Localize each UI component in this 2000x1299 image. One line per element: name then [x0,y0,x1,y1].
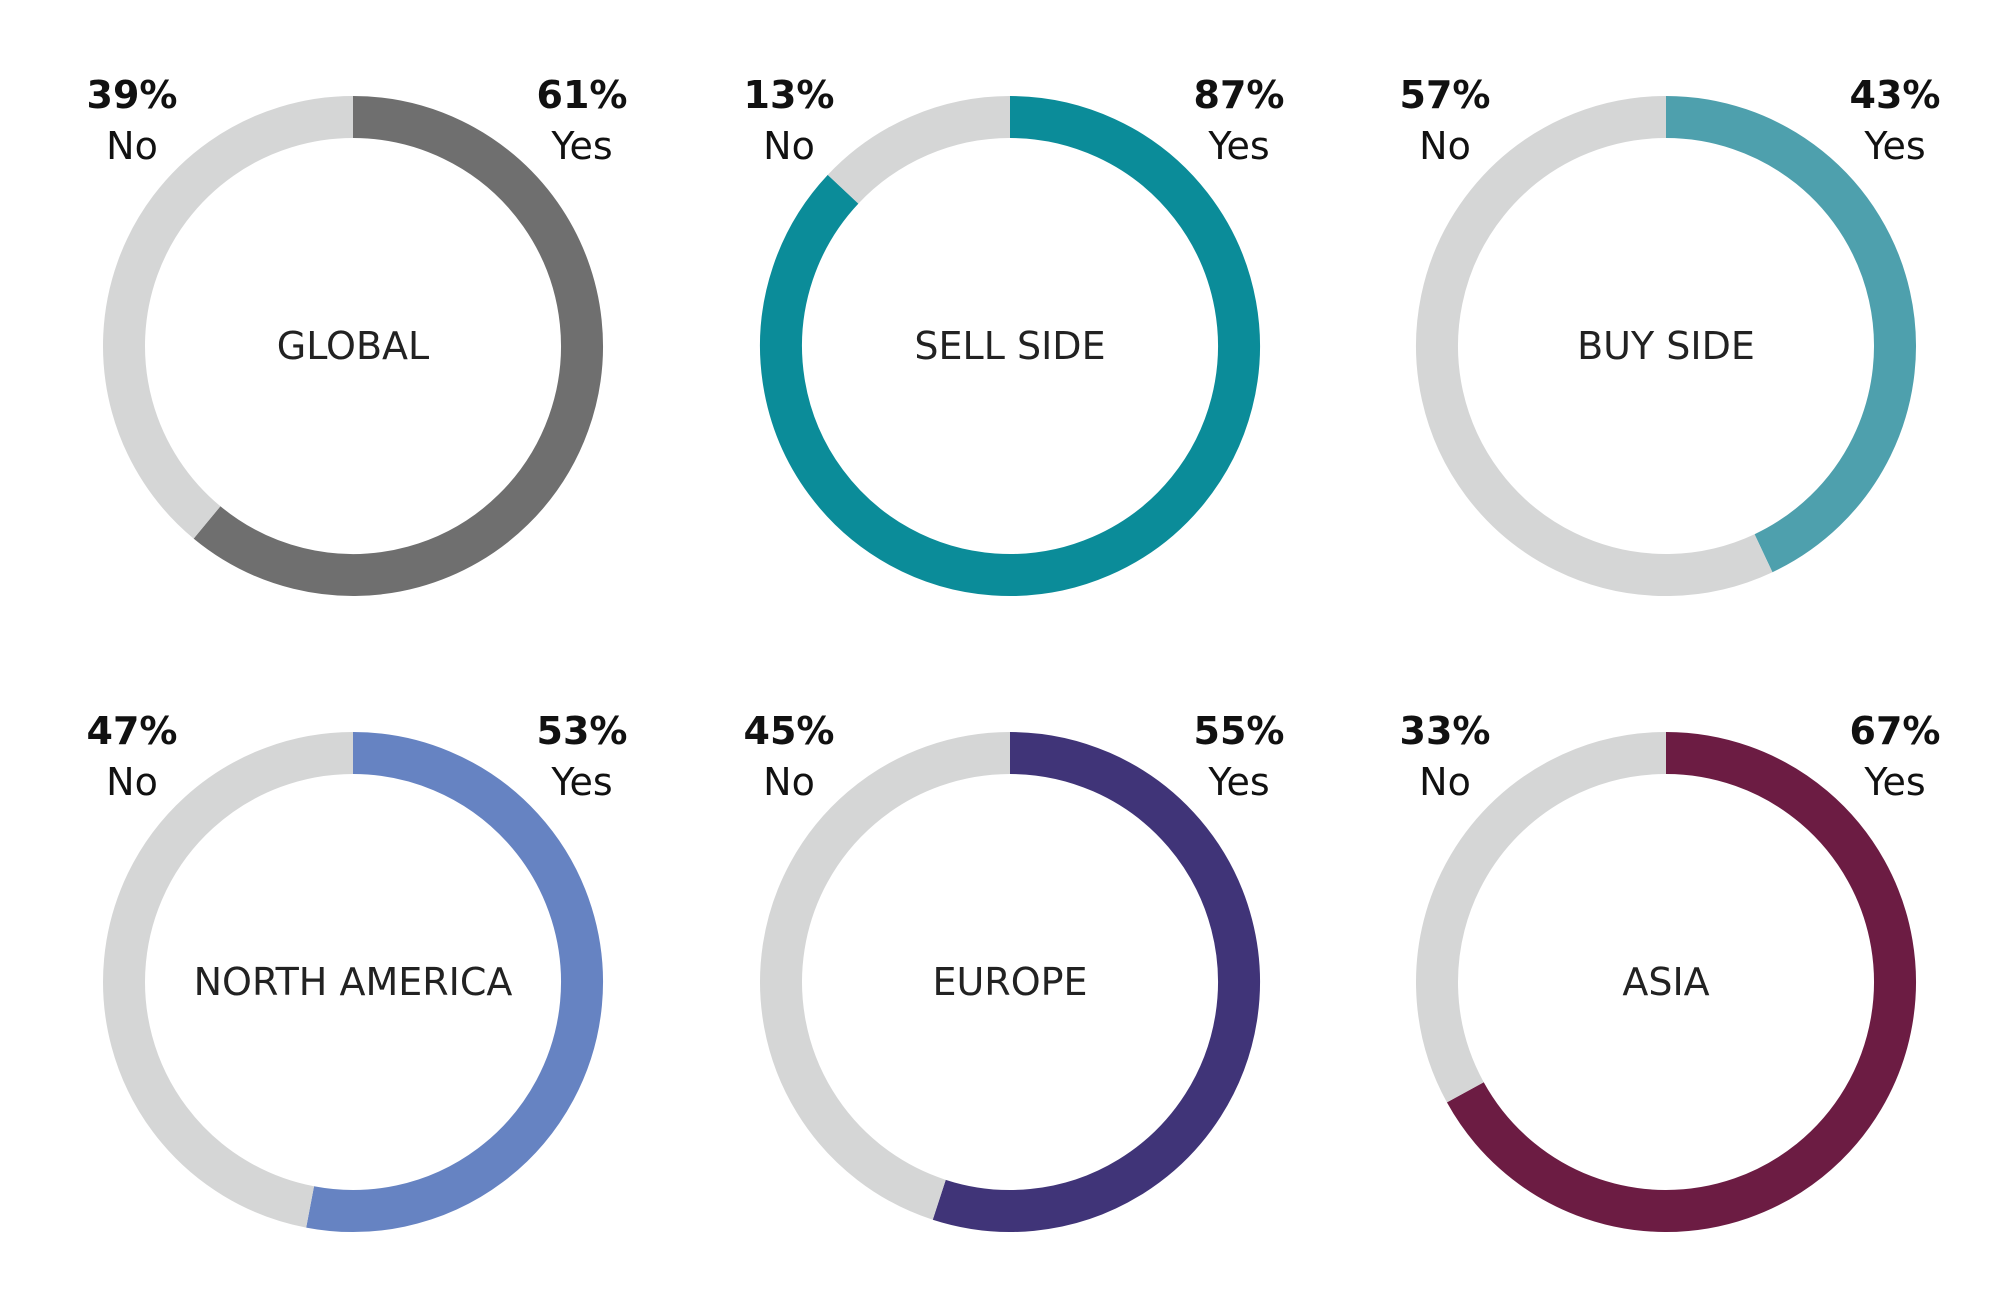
no-percent-label: 13% [744,73,835,117]
donut-global: GLOBAL 61% Yes 39% No [87,73,628,596]
yes-label: Yes [1207,760,1269,804]
donut-asia: ASIA 67% Yes 33% No [1400,709,1941,1232]
no-label: No [106,124,158,168]
center-label: SELL SIDE [914,324,1105,368]
slice-yes [1446,732,1916,1232]
no-label: No [1419,124,1471,168]
donut-buy-side: BUY SIDE 43% Yes 57% No [1400,73,1941,596]
slice-yes [306,732,604,1232]
no-percent-label: 39% [87,73,178,117]
slice-no [103,96,354,539]
yes-label: Yes [550,760,612,804]
slice-no [1416,96,1773,596]
yes-percent-label: 53% [537,709,628,753]
no-percent-label: 57% [1400,73,1491,117]
yes-percent-label: 61% [537,73,628,117]
center-label: BUY SIDE [1577,324,1755,368]
yes-label: Yes [1863,760,1925,804]
donut-europe: EUROPE 55% Yes 45% No [744,709,1285,1232]
yes-percent-label: 55% [1194,709,1285,753]
donut-north-america: NORTH AMERICA 53% Yes 47% No [87,709,628,1232]
yes-label: Yes [1207,124,1269,168]
yes-label: Yes [550,124,612,168]
slice-no [760,732,1011,1220]
slice-no [827,96,1011,204]
center-label: GLOBAL [277,324,429,368]
slice-yes [193,96,603,596]
no-percent-label: 45% [744,709,835,753]
slice-yes [760,96,1260,596]
yes-percent-label: 67% [1850,709,1941,753]
yes-label: Yes [1863,124,1925,168]
no-label: No [763,760,815,804]
no-label: No [763,124,815,168]
slice-yes [932,732,1260,1232]
slice-yes [1665,96,1916,573]
center-label: EUROPE [932,960,1087,1004]
no-percent-label: 33% [1400,709,1491,753]
no-label: No [106,760,158,804]
no-percent-label: 47% [87,709,178,753]
center-label: NORTH AMERICA [194,960,513,1004]
no-label: No [1419,760,1471,804]
slice-no [103,732,354,1228]
slice-no [1416,732,1667,1103]
center-label: ASIA [1622,960,1709,1004]
yes-percent-label: 87% [1194,73,1285,117]
donut-sell-side: SELL SIDE 87% Yes 13% No [744,73,1285,596]
yes-percent-label: 43% [1850,73,1941,117]
